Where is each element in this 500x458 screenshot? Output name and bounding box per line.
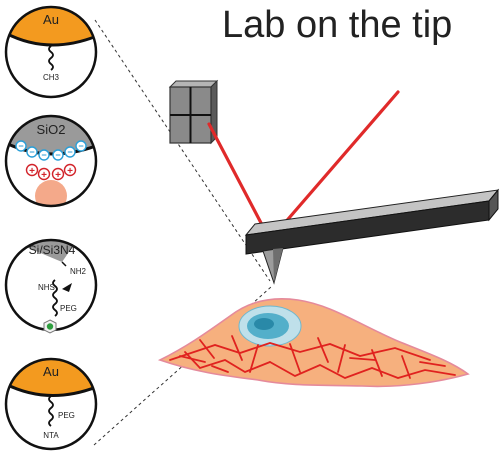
neg-charge-6: − <box>78 141 83 151</box>
neg-charge-5: − <box>67 147 72 157</box>
silica-substrate <box>6 116 96 154</box>
actin-filaments-icon <box>169 335 456 379</box>
dashed-connector-lines <box>93 19 272 446</box>
neg-charge-2: − <box>29 147 34 157</box>
peg-chain-icon-2 <box>48 395 54 427</box>
peg-chain-icon <box>52 279 58 317</box>
amine-bond-icon <box>61 261 67 267</box>
pos-charge-4: + <box>67 166 73 177</box>
neg-charge-3: − <box>41 150 46 160</box>
figure-title: Lab on the tip <box>222 4 453 46</box>
amine-label: NH2 <box>70 267 87 276</box>
positive-charges-icon <box>25 163 77 181</box>
linker-label-1: CH3 <box>43 73 60 82</box>
panel-si3n4: Si/Si3N4 NH2 NHS PEG <box>4 238 98 334</box>
negative-charges-icon <box>15 140 87 161</box>
nhs-ester-icon <box>62 283 72 292</box>
green-molecule-icon <box>46 323 54 330</box>
nta-label: NTA <box>43 431 59 440</box>
substrate-label-3: Si/Si3N4 <box>29 243 76 257</box>
panel-au-ch3: Au CH3 <box>4 5 98 99</box>
panel-sio2: SiO2 − − − − − − + + + + <box>4 114 98 208</box>
pos-charge-1: + <box>29 166 35 177</box>
laser-beam-icon <box>207 90 400 242</box>
cantilever-icon <box>244 188 500 285</box>
substrate-label-4: Au <box>43 364 59 379</box>
nhs-label: NHS <box>38 283 55 292</box>
peg-label-4: PEG <box>58 411 75 420</box>
cell-icon <box>157 297 470 388</box>
peg-label-3: PEG <box>60 304 77 313</box>
alkyl-chain-icon <box>48 45 54 71</box>
charged-particle-icon <box>35 180 67 206</box>
pos-charge-3: + <box>55 170 61 181</box>
neg-charge-4: − <box>55 150 60 160</box>
substrate-label-1: Au <box>43 12 59 27</box>
pos-charge-2: + <box>41 170 47 181</box>
substrate-label-2: SiO2 <box>37 122 66 137</box>
photodetector-icon <box>168 79 219 145</box>
panel-au-nta: Au PEG NTA <box>4 357 98 451</box>
neg-charge-1: − <box>18 141 23 151</box>
